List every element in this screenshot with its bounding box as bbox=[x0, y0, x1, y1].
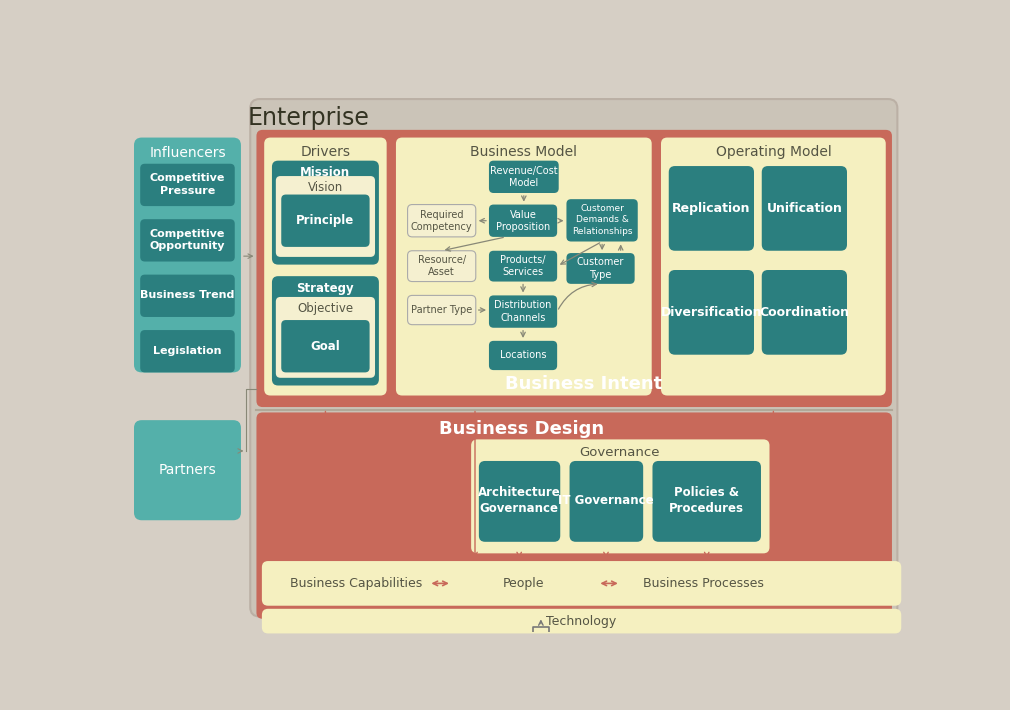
Text: Partner Type: Partner Type bbox=[411, 305, 473, 315]
Text: Principle: Principle bbox=[296, 214, 355, 227]
Text: Objective: Objective bbox=[297, 302, 354, 315]
FancyBboxPatch shape bbox=[489, 341, 558, 370]
Text: Unification: Unification bbox=[767, 202, 842, 215]
Text: Customer
Type: Customer Type bbox=[577, 257, 624, 280]
Text: IT Governance: IT Governance bbox=[559, 494, 653, 508]
Text: Goal: Goal bbox=[310, 339, 340, 353]
FancyBboxPatch shape bbox=[489, 251, 558, 282]
Text: Operating Model: Operating Model bbox=[715, 145, 831, 159]
Text: Architecture
Governance: Architecture Governance bbox=[478, 486, 561, 515]
Text: Governance: Governance bbox=[580, 446, 661, 459]
FancyBboxPatch shape bbox=[408, 295, 476, 324]
FancyBboxPatch shape bbox=[567, 200, 637, 241]
FancyBboxPatch shape bbox=[140, 219, 234, 261]
FancyBboxPatch shape bbox=[570, 461, 643, 542]
FancyBboxPatch shape bbox=[489, 295, 558, 328]
Text: Vision: Vision bbox=[308, 181, 343, 194]
FancyBboxPatch shape bbox=[262, 608, 901, 633]
FancyBboxPatch shape bbox=[272, 160, 379, 265]
Text: Revenue/Cost
Model: Revenue/Cost Model bbox=[490, 165, 558, 188]
Text: Partners: Partners bbox=[159, 463, 216, 477]
Text: Technology: Technology bbox=[546, 615, 616, 628]
Text: Competitive
Pressure: Competitive Pressure bbox=[149, 173, 225, 196]
Text: Coordination: Coordination bbox=[760, 306, 849, 319]
FancyBboxPatch shape bbox=[669, 270, 754, 355]
Text: Mission: Mission bbox=[300, 165, 350, 179]
FancyBboxPatch shape bbox=[276, 297, 375, 378]
FancyBboxPatch shape bbox=[140, 330, 234, 373]
Text: Influencers: Influencers bbox=[149, 146, 226, 160]
FancyBboxPatch shape bbox=[652, 461, 761, 542]
Text: Business Design: Business Design bbox=[439, 420, 604, 438]
FancyBboxPatch shape bbox=[489, 204, 558, 237]
FancyBboxPatch shape bbox=[396, 138, 651, 395]
Text: Value
Proposition: Value Proposition bbox=[496, 209, 550, 232]
FancyBboxPatch shape bbox=[257, 130, 892, 407]
Text: Replication: Replication bbox=[672, 202, 750, 215]
Text: Resource/
Asset: Resource/ Asset bbox=[417, 255, 466, 278]
FancyBboxPatch shape bbox=[276, 176, 375, 257]
Text: Diversification: Diversification bbox=[661, 306, 763, 319]
FancyBboxPatch shape bbox=[281, 320, 370, 373]
Text: Business Intent: Business Intent bbox=[505, 375, 663, 393]
FancyBboxPatch shape bbox=[140, 275, 234, 317]
FancyBboxPatch shape bbox=[272, 276, 379, 386]
FancyBboxPatch shape bbox=[250, 99, 897, 616]
Text: Business Processes: Business Processes bbox=[643, 577, 764, 590]
FancyBboxPatch shape bbox=[471, 439, 770, 553]
FancyBboxPatch shape bbox=[762, 166, 847, 251]
FancyBboxPatch shape bbox=[669, 166, 754, 251]
FancyBboxPatch shape bbox=[408, 251, 476, 282]
Text: People: People bbox=[503, 577, 544, 590]
FancyBboxPatch shape bbox=[265, 138, 387, 395]
FancyBboxPatch shape bbox=[134, 138, 241, 373]
FancyBboxPatch shape bbox=[257, 413, 892, 619]
FancyBboxPatch shape bbox=[408, 204, 476, 237]
FancyBboxPatch shape bbox=[134, 420, 241, 520]
Text: Business Capabilities: Business Capabilities bbox=[290, 577, 422, 590]
Text: Business Model: Business Model bbox=[471, 145, 578, 159]
Text: Customer
Demands &
Relationships: Customer Demands & Relationships bbox=[572, 204, 632, 236]
Text: Distribution
Channels: Distribution Channels bbox=[494, 300, 551, 323]
Text: Legislation: Legislation bbox=[154, 346, 222, 356]
FancyBboxPatch shape bbox=[262, 561, 901, 606]
FancyBboxPatch shape bbox=[479, 461, 561, 542]
FancyBboxPatch shape bbox=[762, 270, 847, 355]
FancyBboxPatch shape bbox=[281, 195, 370, 247]
FancyBboxPatch shape bbox=[140, 164, 234, 206]
FancyBboxPatch shape bbox=[661, 138, 886, 395]
Text: Drivers: Drivers bbox=[300, 145, 350, 159]
Text: Strategy: Strategy bbox=[297, 282, 355, 295]
FancyBboxPatch shape bbox=[567, 253, 634, 284]
Text: Products/
Services: Products/ Services bbox=[500, 255, 545, 278]
Text: Enterprise: Enterprise bbox=[247, 106, 370, 129]
Text: Required
Competency: Required Competency bbox=[411, 209, 473, 232]
Text: Business Trend: Business Trend bbox=[140, 290, 234, 300]
FancyBboxPatch shape bbox=[489, 160, 559, 193]
Text: Locations: Locations bbox=[500, 351, 546, 361]
Text: Competitive
Opportunity: Competitive Opportunity bbox=[149, 229, 225, 251]
Text: Policies &
Procedures: Policies & Procedures bbox=[670, 486, 744, 515]
